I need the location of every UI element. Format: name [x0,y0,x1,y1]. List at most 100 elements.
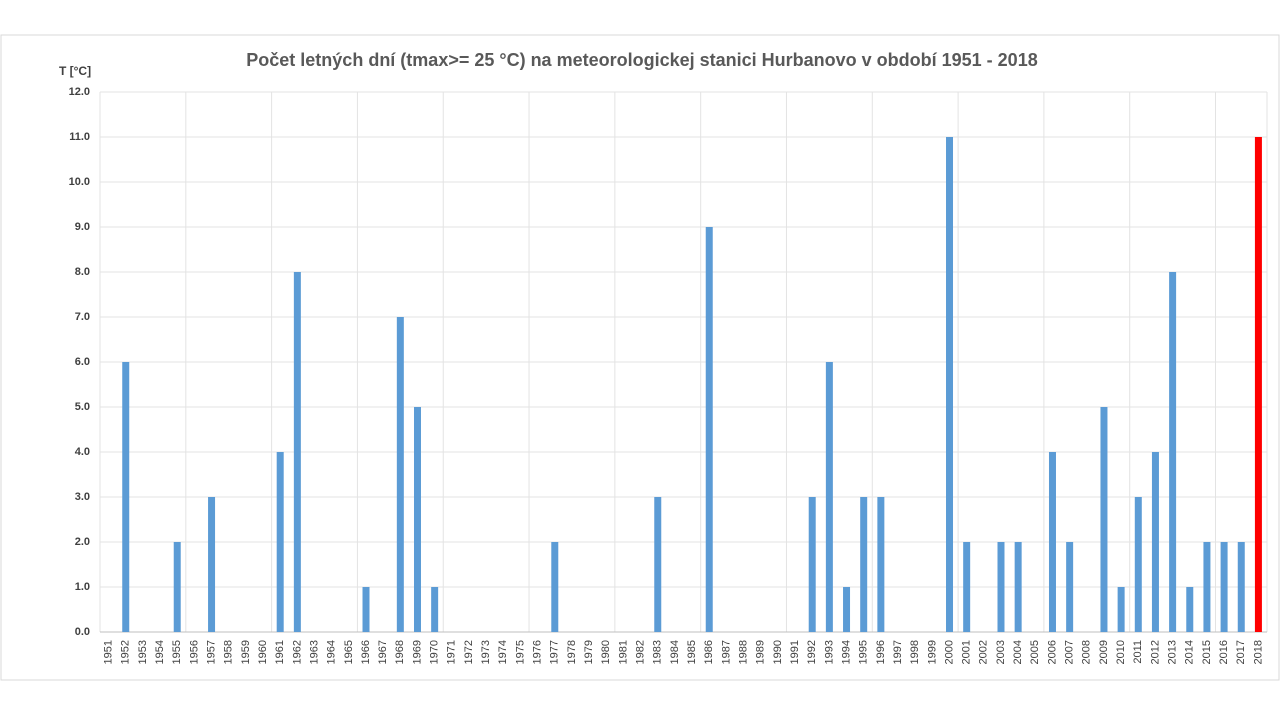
x-tick-label: 1971 [446,640,458,664]
bar [122,362,130,632]
x-tick-label: 2014 [1184,640,1196,664]
x-tick-label: 2006 [1046,640,1058,664]
bar [705,227,713,632]
bar [860,497,868,632]
bar [808,497,816,632]
bar [843,587,851,632]
x-tick-label: 1963 [308,640,320,664]
x-tick-label: 1986 [703,640,715,664]
x-tick-label: 2004 [1012,640,1024,664]
x-tick-label: 1962 [291,640,303,664]
x-tick-label: 1998 [909,640,921,664]
x-tick-label: 1992 [806,640,818,664]
y-tick-label: 6.0 [75,356,90,368]
x-tick-label: 1956 [188,640,200,664]
bar [654,497,662,632]
x-tick-label: 2016 [1218,640,1230,664]
x-tick-label: 1958 [223,640,235,664]
x-tick-label: 1990 [772,640,784,664]
x-tick-label: 2012 [1149,640,1161,664]
x-tick-label: 1978 [566,640,578,664]
bar [1134,497,1142,632]
x-tick-label: 1975 [514,640,526,664]
x-tick-label: 1960 [257,640,269,664]
y-tick-label: 1.0 [75,581,90,593]
bar [1014,542,1022,632]
x-tick-label: 1996 [875,640,887,664]
x-tick-label: 1966 [360,640,372,664]
x-tick-label: 1967 [377,640,389,664]
x-tick-label: 1997 [892,640,904,664]
bar [362,587,370,632]
x-tick-label: 2005 [1029,640,1041,664]
bar [997,542,1005,632]
y-tick-label: 10.0 [69,176,90,188]
x-tick-label: 2007 [1064,640,1076,664]
x-tick-label: 1957 [205,640,217,664]
bar [208,497,216,632]
chart-frame [0,34,1280,681]
x-tick-label: 1991 [789,640,801,664]
x-tick-label: 1982 [635,640,647,664]
bar [293,272,301,632]
x-tick-label: 2018 [1252,640,1264,664]
bar [963,542,971,632]
bar [1186,587,1194,632]
bar [1048,452,1056,632]
x-tick-label: 1970 [429,640,441,664]
x-tick-label: 1973 [480,640,492,664]
x-tick-label: 1965 [343,640,355,664]
bar [877,497,885,632]
bar [1220,542,1228,632]
bar [1066,542,1074,632]
bar [1117,587,1125,632]
bar [946,137,954,632]
bar [1100,407,1108,632]
x-tick-label: 1977 [549,640,561,664]
x-tick-label: 1984 [669,640,681,664]
y-tick-label: 4.0 [75,446,90,458]
x-tick-label: 1972 [463,640,475,664]
x-tick-label: 1985 [686,640,698,664]
y-tick-label: 9.0 [75,221,90,233]
x-tick-label: 1964 [326,640,338,664]
y-tick-label: 7.0 [75,311,90,323]
x-tick-label: 1968 [394,640,406,664]
x-tick-label: 1994 [840,640,852,664]
bar [1237,542,1245,632]
bar [173,542,181,632]
bar [413,407,421,632]
x-tick-label: 1951 [102,640,114,664]
chart-title: Počet letných dní (tmax>= 25 °C) na mete… [246,50,1037,70]
bar [431,587,439,632]
x-tick-label: 2015 [1201,640,1213,664]
bar [1151,452,1159,632]
x-tick-label: 1974 [497,640,509,664]
bar [396,317,404,632]
y-tick-label: 2.0 [75,536,90,548]
x-tick-label: 1980 [600,640,612,664]
y-tick-label: 3.0 [75,491,90,503]
x-tick-label: 1953 [137,640,149,664]
x-tick-label: 1952 [120,640,132,664]
y-tick-label: 5.0 [75,401,90,413]
x-tick-label: 1969 [411,640,423,664]
x-tick-label: 1979 [583,640,595,664]
bar [551,542,559,632]
x-tick-label: 1959 [240,640,252,664]
x-tick-label: 2003 [995,640,1007,664]
x-tick-label: 1995 [858,640,870,664]
x-tick-label: 1955 [171,640,183,664]
x-tick-label: 1981 [617,640,629,664]
x-tick-label: 2000 [943,640,955,664]
x-tick-label: 2008 [1081,640,1093,664]
y-tick-label: 11.0 [69,131,90,143]
x-tick-label: 2017 [1235,640,1247,664]
x-tick-label: 2009 [1098,640,1110,664]
x-tick-label: 2002 [978,640,990,664]
x-tick-label: 1983 [652,640,664,664]
x-tick-label: 1993 [823,640,835,664]
x-tick-label: 1954 [154,640,166,664]
